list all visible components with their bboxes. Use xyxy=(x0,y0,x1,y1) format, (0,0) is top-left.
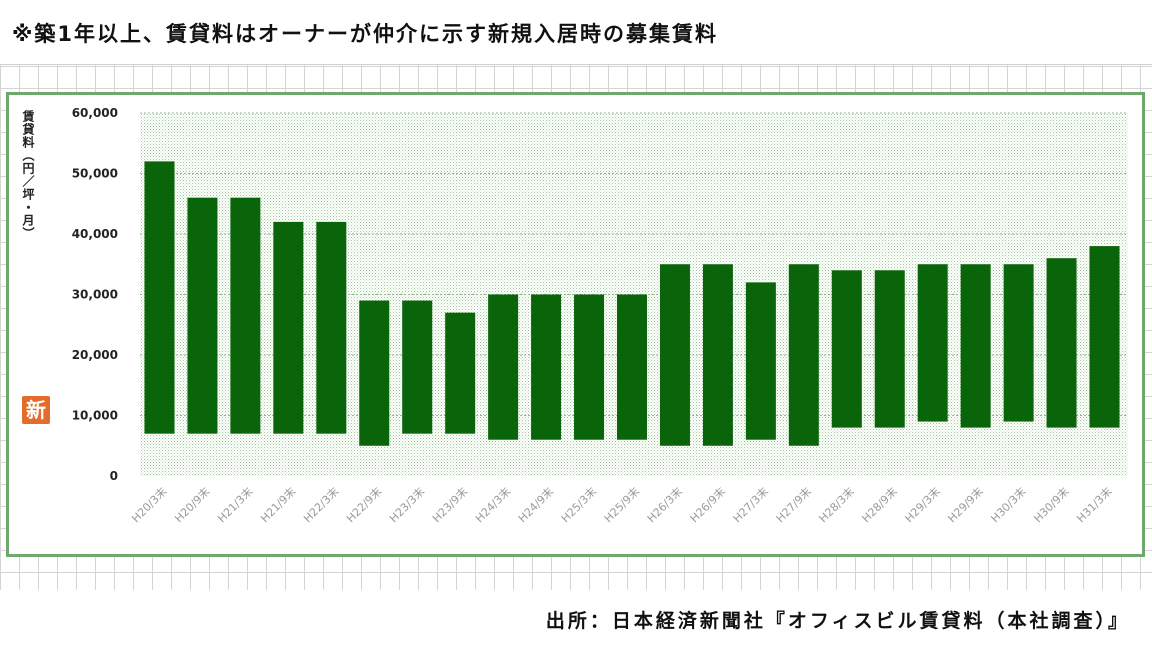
x-tick-label: H25/3末 xyxy=(558,484,599,525)
bar-H24/3末 xyxy=(488,294,519,440)
bar-H30/3末 xyxy=(1003,264,1034,422)
source-text: 出所：日本経済新聞社『オフィスビル賃貸料（本社調査）』 xyxy=(545,610,1130,632)
y-tick-label: 0 xyxy=(110,469,118,483)
x-tick-label: H22/3末 xyxy=(300,484,341,525)
bar-H22/3末 xyxy=(316,221,347,434)
bar-H21/9末 xyxy=(273,221,304,434)
bar-H27/3末 xyxy=(745,282,776,440)
bar-H26/3末 xyxy=(659,264,690,446)
x-tick-label: H27/9末 xyxy=(773,484,814,525)
x-tick-label: H28/3末 xyxy=(816,484,857,525)
x-tick-label: H23/3末 xyxy=(386,484,427,525)
bar-H28/3末 xyxy=(831,270,862,428)
x-tick-label: H29/3末 xyxy=(902,484,943,525)
x-tick-label: H22/9末 xyxy=(343,484,384,525)
x-tick-label: H31/3末 xyxy=(1074,484,1115,525)
y-axis-label: 賃貸料（円／坪・月） xyxy=(21,110,35,240)
bar-H22/9末 xyxy=(359,300,390,446)
bar-H23/9末 xyxy=(445,312,476,434)
bar-H23/3末 xyxy=(402,300,433,434)
bar-H20/9末 xyxy=(187,197,218,434)
source-bar: 出所：日本経済新聞社『オフィスビル賃貸料（本社調査）』 xyxy=(0,590,1152,648)
x-tick-label: H25/9末 xyxy=(601,484,642,525)
y-tick-label: 20,000 xyxy=(72,348,118,362)
x-tick-label: H29/9末 xyxy=(945,484,986,525)
y-tick-label: 60,000 xyxy=(72,106,118,120)
bar-H28/9末 xyxy=(874,270,905,428)
nikkei-logo-icon: 新 xyxy=(22,396,50,424)
y-tick-label: 50,000 xyxy=(72,167,118,181)
x-tick-label: H30/9末 xyxy=(1031,484,1072,525)
bar-H29/9末 xyxy=(960,264,991,428)
bar-H26/9末 xyxy=(702,264,733,446)
bar-H29/3末 xyxy=(917,264,948,422)
bar-H21/3末 xyxy=(230,197,261,434)
bar-H27/9末 xyxy=(788,264,819,446)
x-tick-label: H20/9末 xyxy=(172,484,213,525)
bar-H25/9末 xyxy=(617,294,647,440)
x-tick-label: H21/3末 xyxy=(215,484,256,525)
y-tick-label: 40,000 xyxy=(72,227,118,241)
x-tick-label: H24/9末 xyxy=(515,484,556,525)
bar-H31/3末 xyxy=(1089,246,1120,428)
bar-H20/3末 xyxy=(144,161,175,434)
x-tick-label: H28/9末 xyxy=(859,484,900,525)
bar-H24/9末 xyxy=(531,294,562,440)
x-tick-label: H20/3末 xyxy=(129,484,170,525)
x-tick-label: H26/9末 xyxy=(687,484,728,525)
y-tick-label: 10,000 xyxy=(72,409,118,423)
note-bar: ※築1年以上、賃貸料はオーナーが仲介に示す新規入居時の募集賃料 xyxy=(0,0,1152,65)
bar-H30/9末 xyxy=(1046,258,1077,428)
x-tick-label: H30/3末 xyxy=(988,484,1029,525)
x-tick-label: H27/3末 xyxy=(730,484,771,525)
note-text: ※築1年以上、賃貸料はオーナーが仲介に示す新規入居時の募集賃料 xyxy=(12,22,719,46)
x-tick-label: H24/3末 xyxy=(472,484,513,525)
bar-H25/3末 xyxy=(574,294,605,440)
x-tick-label: H23/9末 xyxy=(429,484,470,525)
x-tick-label: H26/3末 xyxy=(644,484,685,525)
y-tick-label: 30,000 xyxy=(72,288,118,302)
x-tick-label: H21/9末 xyxy=(257,484,298,525)
